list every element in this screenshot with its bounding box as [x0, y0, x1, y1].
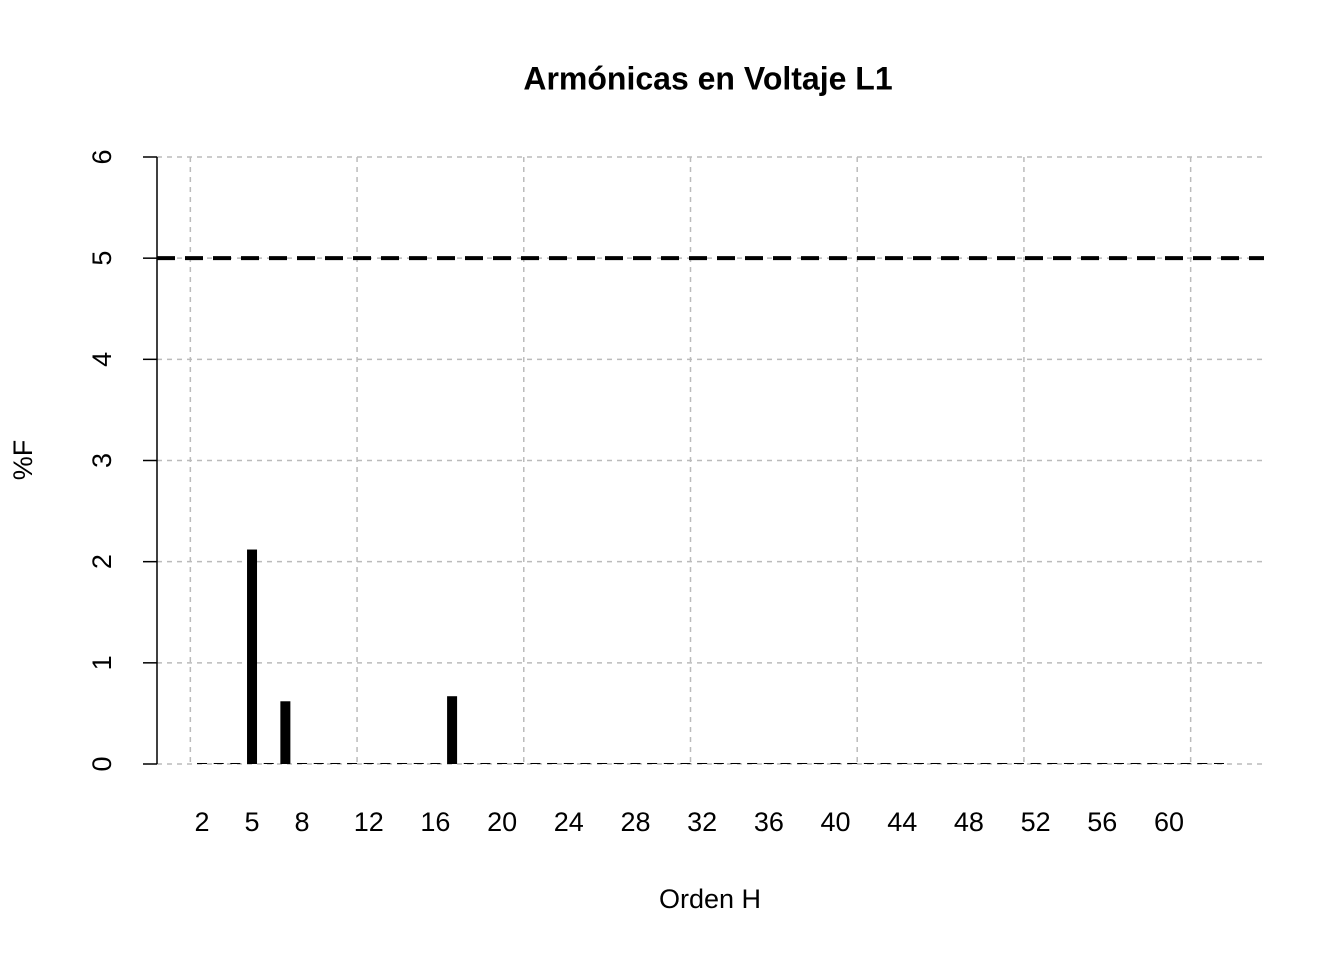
x-tick-label: 12	[354, 807, 384, 837]
y-tick-label: 5	[87, 251, 117, 266]
x-tick-label: 32	[687, 807, 717, 837]
bar	[313, 762, 324, 764]
bar	[347, 762, 358, 764]
bar	[280, 701, 291, 764]
bar	[1213, 762, 1224, 764]
x-tick-label: 40	[821, 807, 851, 837]
chart-title: Armónicas en Voltaje L1	[523, 60, 892, 96]
bar	[1080, 762, 1091, 764]
x-tick-label: 48	[954, 807, 984, 837]
bar	[663, 762, 674, 764]
bar	[197, 762, 208, 764]
bar	[763, 762, 774, 764]
bar	[1063, 762, 1074, 764]
bar	[597, 762, 608, 764]
bar	[397, 762, 408, 764]
bar	[1030, 762, 1041, 764]
x-tick-label: 20	[487, 807, 517, 837]
bar	[563, 762, 574, 764]
x-tick-label: 24	[554, 807, 584, 837]
bar	[413, 762, 424, 764]
bar	[730, 762, 741, 764]
bar	[1180, 762, 1191, 764]
bar	[880, 762, 891, 764]
y-tick-label: 0	[87, 756, 117, 771]
bar	[497, 762, 508, 764]
bar	[363, 762, 374, 764]
x-tick-label: 28	[620, 807, 650, 837]
x-tick-label: 36	[754, 807, 784, 837]
bar	[847, 762, 858, 764]
bar	[980, 762, 991, 764]
x-tick-label: 60	[1154, 807, 1184, 837]
bar	[747, 762, 758, 764]
bar	[580, 762, 591, 764]
bar	[1130, 762, 1141, 764]
bar	[963, 762, 974, 764]
y-tick-label: 2	[87, 554, 117, 569]
bar	[513, 762, 524, 764]
bar	[913, 762, 924, 764]
bar	[1113, 762, 1124, 764]
bar	[813, 762, 824, 764]
bar	[213, 762, 224, 764]
x-tick-label: 16	[420, 807, 450, 837]
bar	[463, 762, 474, 764]
bar	[380, 762, 391, 764]
bar	[947, 762, 958, 764]
bar	[1047, 762, 1058, 764]
bar	[797, 762, 808, 764]
y-tick-label: 4	[87, 352, 117, 367]
x-tick-label: 5	[245, 807, 260, 837]
bar	[297, 762, 308, 764]
bar	[247, 549, 258, 764]
bar	[230, 762, 241, 764]
bar	[697, 762, 708, 764]
x-tick-label: 44	[887, 807, 917, 837]
bar	[480, 762, 491, 764]
bar	[330, 762, 341, 764]
bar	[647, 762, 658, 764]
bar	[447, 696, 458, 764]
bar	[1147, 762, 1158, 764]
bar	[1097, 762, 1108, 764]
bar	[430, 762, 441, 764]
bar	[863, 762, 874, 764]
y-axis-label: %F	[8, 440, 38, 481]
x-tick-label: 2	[194, 807, 209, 837]
bar	[530, 762, 541, 764]
y-tick-label: 1	[87, 655, 117, 670]
bar	[1197, 762, 1208, 764]
bar	[1163, 762, 1174, 764]
bar	[547, 762, 558, 764]
bar	[1013, 762, 1024, 764]
x-axis-label: Orden H	[659, 884, 761, 914]
bar	[997, 762, 1008, 764]
bar	[613, 762, 624, 764]
bar	[263, 762, 274, 764]
y-tick-label: 6	[87, 149, 117, 164]
bar	[780, 762, 791, 764]
y-tick-label: 3	[87, 453, 117, 468]
x-tick-label: 56	[1087, 807, 1117, 837]
bar	[630, 762, 641, 764]
bar	[897, 762, 908, 764]
bar	[830, 762, 841, 764]
bar	[713, 762, 724, 764]
bar	[930, 762, 941, 764]
x-tick-label: 8	[295, 807, 310, 837]
x-tick-label: 52	[1021, 807, 1051, 837]
bar	[680, 762, 691, 764]
